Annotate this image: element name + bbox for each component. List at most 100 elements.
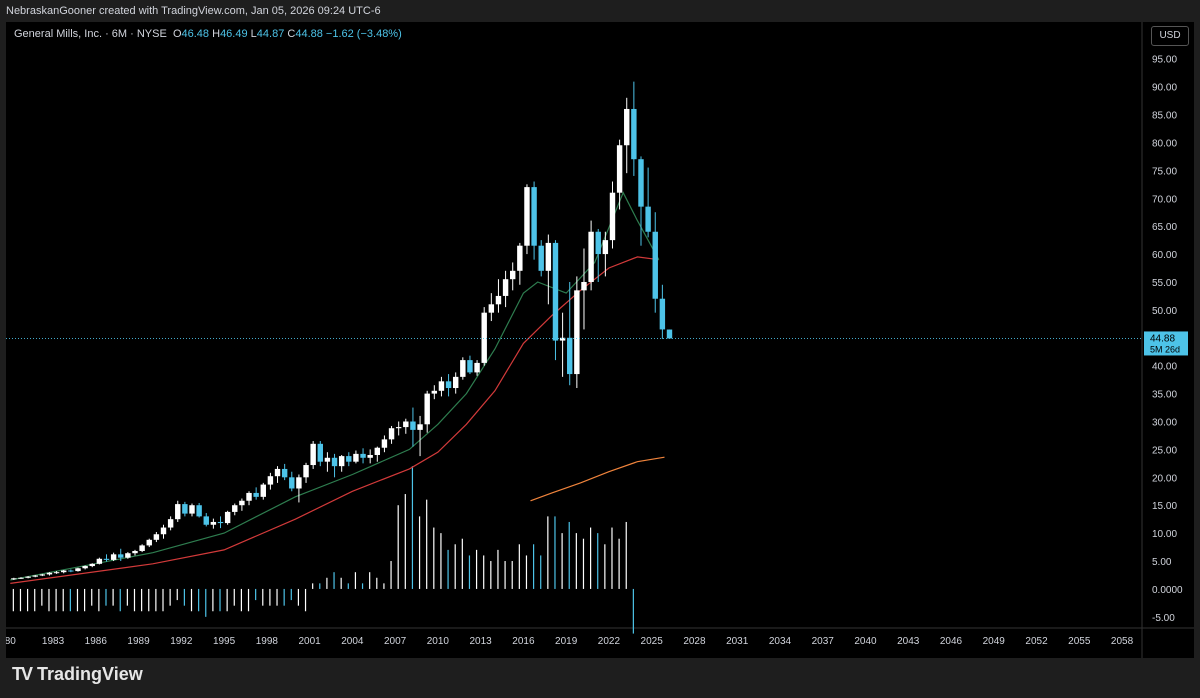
candle-body [410,421,416,430]
candle-body [203,516,209,525]
candle-body [652,231,658,299]
candle-body [424,393,430,425]
x-tick-label: 2049 [983,636,1006,647]
candle-body [61,570,67,573]
candlestick-chart[interactable]: 95.00 90.00 85.00 80.00 75.00 70.00 65.00 60.00… [5,22,1194,658]
x-tick-label: 1995 [213,636,236,647]
currency-button[interactable]: USD [1151,26,1189,46]
candle-body [139,545,145,551]
candle-body [324,457,331,462]
brand-name: TradingView [37,664,143,684]
candle-body [474,362,480,373]
y-tick-label: 0.0000 [1152,585,1183,596]
x-tick-label: 1989 [127,636,150,647]
y-tick-label: -5.00 [1152,613,1175,624]
candle-body [502,279,509,296]
y-tick-label: 30.00 [1152,418,1177,429]
candle-body [39,574,46,576]
footer [0,658,1200,698]
candle-body [196,505,202,517]
x-tick-label: 2013 [470,636,493,647]
candle-body [303,465,309,478]
candle-body [146,539,152,546]
candle-body [253,492,259,497]
y-tick-label: 85.00 [1152,111,1177,122]
attribution-bar: NebraskanGooner created with TradingView… [0,0,1200,22]
candle-body [395,427,402,429]
candle-body [11,578,17,580]
candle-body [18,577,24,579]
ma-orange-line [530,456,665,502]
price-tag [1144,331,1188,356]
x-tick-label: 2055 [1068,636,1091,647]
candle-body [581,281,587,291]
y-tick-label: 15.00 [1152,501,1177,512]
candle-body [68,570,74,572]
candle-body [488,304,495,313]
close-value: 44.88 [295,28,323,40]
candle-body [132,550,138,554]
low-label: L [250,28,257,40]
candle-body [445,381,452,389]
x-tick-label: 2040 [854,636,877,647]
candle-body [574,290,580,375]
x-tick-label: 2016 [512,636,535,647]
candle-body [274,468,281,477]
x-tick-label: 2007 [384,636,407,647]
candle-body [638,159,644,207]
candle-body [616,145,623,193]
candle-body [467,360,473,373]
y-tick-label: 55.00 [1152,278,1177,289]
tradingview-logo[interactable]: TV TradingView [12,664,143,685]
x-tick-label: 2019 [555,636,578,647]
x-tick-label: 2037 [812,636,835,647]
symbol-label: General Mills, Inc. · 6M · NYSE [14,28,167,40]
candle-body [331,457,338,467]
x-tick-label: 2028 [683,636,706,647]
candle-body [374,447,381,455]
candle-body [567,337,573,375]
x-tick-label: 1986 [85,636,108,647]
x-tick-label: 2025 [641,636,664,647]
candle-body [289,477,295,489]
candle-body [559,337,566,341]
x-tick-label: 2004 [341,636,364,647]
candle-body [267,476,274,485]
x-tick-label: 2010 [427,636,450,647]
candle-body [32,575,38,577]
candle-body [239,500,245,506]
candle-body [452,376,459,389]
y-tick-label: 50.00 [1152,306,1177,317]
y-tick-label: 20.00 [1152,473,1177,484]
candle-body [310,443,316,466]
candle-body [659,298,666,330]
y-tick-label: 40.00 [1152,362,1177,373]
candle-body [481,312,487,363]
candle-body [538,245,544,271]
y-tick-label: 5.00 [1152,557,1172,568]
candle-body [517,245,523,271]
candle-body [552,242,559,341]
candle-body [246,492,252,501]
candle-body [53,572,60,574]
candle-body [438,381,445,391]
candle-body [110,554,117,560]
candle-body [160,527,167,535]
candle-body [153,534,160,540]
y-tick-label: 65.00 [1152,222,1177,233]
x-tick-label: 2052 [1025,636,1048,647]
candle-body [232,505,238,512]
chart-area[interactable]: 95.00 90.00 85.00 80.00 75.00 70.00 65.00 60.00… [5,22,1194,658]
x-tick-label: 1992 [170,636,193,647]
candle-body [260,484,266,497]
candle-body [224,511,231,524]
candle-body [296,477,302,489]
low-value: 44.87 [256,28,285,40]
candle-body [210,521,217,525]
candle-body [118,554,124,558]
candle-body [82,566,88,569]
candle-body [431,390,438,394]
x-tick-label: 1998 [256,636,279,647]
x-tick-label: 2034 [769,636,792,647]
candle-body [217,521,224,524]
